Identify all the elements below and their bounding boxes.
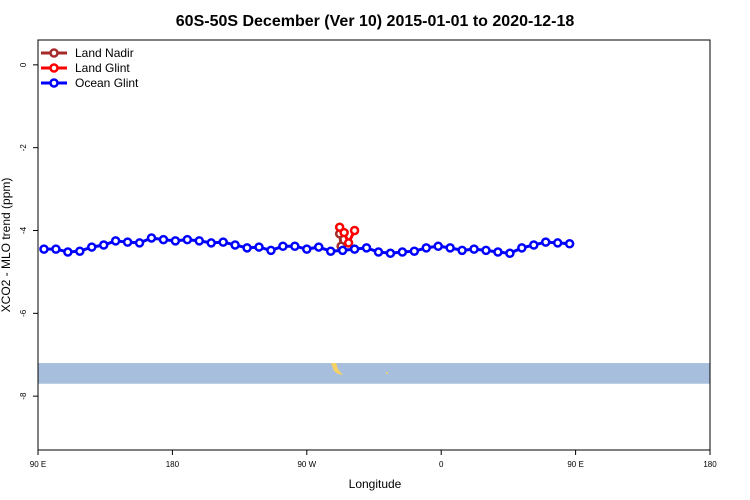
series-land-glint	[334, 222, 360, 248]
data-point-land-glint	[343, 238, 354, 248]
data-point-ocean-glint	[98, 240, 109, 250]
data-point-ocean-glint	[146, 233, 157, 243]
data-point-ocean-glint	[337, 245, 348, 256]
data-point-ocean-glint	[361, 243, 372, 253]
data-point-ocean-glint	[373, 247, 384, 257]
data-point-ocean-glint	[206, 238, 216, 248]
data-point-ocean-glint	[445, 243, 455, 253]
plot-area	[37, 39, 711, 451]
series-ocean-glint	[39, 233, 575, 259]
map-ocean-band	[38, 363, 710, 384]
x-tick-label: 90 W	[297, 460, 316, 469]
plot-frame	[37, 39, 711, 451]
data-point-ocean-glint	[254, 242, 264, 252]
chart-title: 60S-50S December (Ver 10) 2015-01-01 to …	[176, 13, 575, 30]
legend-label: Land Glint	[75, 61, 130, 75]
data-point-ocean-glint	[110, 236, 121, 246]
data-point-ocean-glint	[421, 243, 432, 253]
y-tick-label: -2	[19, 144, 28, 152]
data-point-ocean-glint	[409, 246, 420, 256]
data-point-ocean-glint	[194, 236, 205, 246]
legend-item-land-glint: Land Glint	[41, 61, 130, 75]
y-tick-label: -4	[19, 226, 28, 234]
x-tick-label: 90 E	[567, 460, 583, 469]
legend-swatch-marker	[49, 63, 59, 73]
data-point-ocean-glint	[433, 241, 443, 251]
data-point-ocean-glint	[290, 241, 300, 251]
data-point-ocean-glint	[385, 248, 396, 259]
data-point-ocean-glint	[493, 247, 503, 257]
data-point-ocean-glint	[170, 236, 181, 246]
data-point-ocean-glint	[469, 244, 479, 254]
map-land-islands	[386, 372, 388, 375]
data-point-ocean-glint	[158, 234, 169, 245]
data-point-ocean-glint	[564, 239, 575, 249]
map-land-south-america	[331, 363, 343, 376]
legend-item-land-nadir: Land Nadir	[41, 46, 134, 60]
legend-swatch-marker	[49, 78, 59, 88]
data-point-ocean-glint	[242, 243, 252, 253]
y-tick-label: 0	[19, 62, 28, 67]
data-point-ocean-glint	[278, 241, 288, 251]
legend-label: Land Nadir	[75, 46, 134, 60]
data-point-ocean-glint	[397, 247, 408, 257]
legend-swatch-marker	[49, 48, 59, 58]
legend-item-ocean-glint: Ocean Glint	[41, 76, 139, 90]
data-point-ocean-glint	[457, 245, 467, 256]
data-point-ocean-glint	[134, 238, 145, 248]
data-point-ocean-glint	[182, 234, 193, 245]
data-point-ocean-glint	[87, 242, 97, 252]
data-point-ocean-glint	[302, 244, 312, 254]
y-tick-label: -8	[19, 392, 28, 400]
series-layer	[39, 222, 575, 259]
data-point-ocean-glint	[266, 245, 276, 256]
data-point-ocean-glint	[481, 245, 491, 256]
data-point-land-glint	[349, 225, 360, 236]
data-point-ocean-glint	[63, 247, 73, 257]
legend-label: Ocean Glint	[75, 76, 139, 90]
x-axis: 90 E 180 90 W 0 90 E 180	[30, 450, 717, 469]
data-point-ocean-glint	[552, 238, 563, 248]
x-tick-label: 180	[166, 460, 180, 469]
y-tick-label: -6	[19, 309, 28, 317]
y-axis-label: XCO2 - MLO trend (ppm)	[0, 178, 13, 313]
map-layer	[38, 363, 710, 384]
data-point-ocean-glint	[540, 237, 551, 247]
data-point-land-glint	[339, 227, 349, 238]
data-point-ocean-glint	[218, 237, 228, 247]
data-point-ocean-glint	[75, 246, 85, 256]
data-point-ocean-glint	[529, 240, 539, 250]
data-point-ocean-glint	[517, 243, 527, 253]
data-point-ocean-glint	[313, 242, 324, 252]
data-point-ocean-glint	[505, 248, 515, 259]
x-axis-label: Longitude	[349, 477, 402, 491]
data-point-ocean-glint	[230, 240, 240, 250]
data-point-ocean-glint	[122, 237, 133, 247]
data-point-ocean-glint	[325, 246, 336, 256]
data-point-ocean-glint	[349, 244, 360, 254]
data-point-ocean-glint	[39, 244, 49, 254]
data-point-ocean-glint	[51, 244, 61, 254]
x-tick-label: 0	[439, 460, 444, 469]
x-tick-label: 180	[703, 460, 717, 469]
x-tick-label: 90 E	[30, 460, 46, 469]
y-axis: 0 -2 -4 -6 -8	[19, 62, 38, 400]
